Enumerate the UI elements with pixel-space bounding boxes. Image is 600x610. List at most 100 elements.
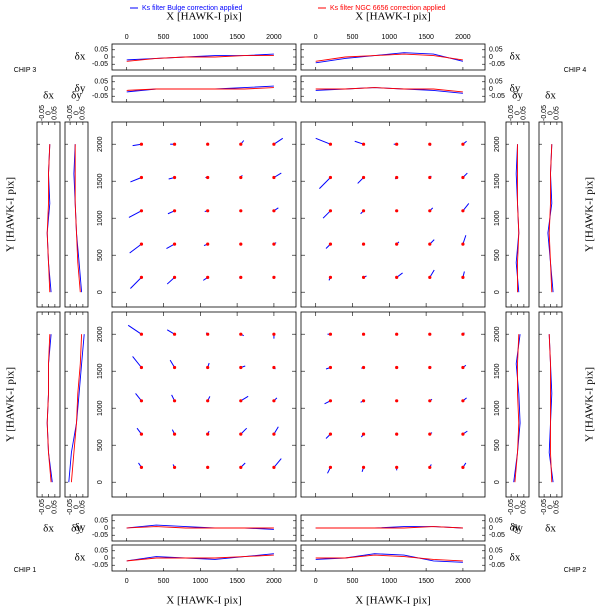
vector-origin — [239, 332, 243, 336]
vector-origin — [172, 432, 177, 436]
residual-tick-label: -0.05 — [489, 562, 505, 569]
x-tick-label: 500 — [158, 578, 170, 585]
vector-origin — [328, 332, 333, 336]
residual-tick-label: -0.05 — [92, 532, 108, 539]
vector-origin — [461, 332, 465, 336]
residual-tick-label: 0 — [489, 555, 493, 562]
x-tick-label: 1500 — [418, 578, 434, 585]
profile-line — [126, 87, 274, 91]
vector-origin — [172, 209, 177, 213]
vector-origin — [328, 465, 333, 469]
vector-origin — [272, 275, 276, 279]
profile-line — [70, 334, 83, 483]
y-axis-label: Y [HAWK-I pix] — [584, 367, 596, 442]
vector-origin — [428, 175, 432, 180]
vector-origin — [206, 465, 210, 469]
vector-origin — [328, 242, 333, 246]
x-tick-label: 0 — [125, 34, 129, 41]
vector-origin — [328, 175, 333, 180]
vector-origin — [139, 175, 144, 180]
vector — [129, 243, 142, 254]
y-tick-label: 0 — [97, 290, 104, 294]
residual-tick-label: 0 — [45, 505, 52, 509]
x-tick-label: 500 — [158, 34, 170, 41]
vector — [319, 177, 331, 189]
profile-line — [548, 144, 553, 293]
vector-origin — [172, 175, 177, 180]
residual-tick-label: 0 — [514, 505, 521, 509]
vector-origin — [395, 175, 399, 180]
vector-origin — [428, 275, 432, 279]
vector-origin — [239, 365, 243, 370]
vector — [166, 277, 175, 285]
residual-label: δy — [71, 90, 82, 102]
vector-origin — [328, 365, 333, 370]
residual-frame — [64, 311, 89, 498]
vector-origin — [139, 242, 144, 246]
vector-origin — [239, 432, 243, 436]
vector — [322, 210, 331, 219]
vector-origin — [461, 432, 465, 436]
residual-tick-label: 0 — [73, 111, 80, 115]
x-tick-label: 2000 — [266, 578, 282, 585]
residual-tick-label: 0.05 — [80, 500, 87, 514]
vector-origin — [239, 275, 243, 279]
vector-origin — [139, 465, 144, 469]
y-tick-label: 0 — [97, 480, 104, 484]
vector-origin — [239, 242, 243, 246]
residual-label: δx — [510, 51, 521, 63]
residual-tick-label: 0.05 — [521, 106, 528, 120]
profile-line — [315, 53, 463, 62]
residual-tick-label: -0.05 — [541, 105, 548, 121]
y-tick-label: 2000 — [494, 136, 501, 152]
residual-tick-label: 0.05 — [489, 518, 503, 525]
residual-tick-label: 0.05 — [94, 79, 108, 86]
vector-origin — [361, 142, 366, 146]
residual-tick-label: 0.05 — [554, 106, 561, 120]
vector-origin — [239, 175, 243, 180]
vector-origin — [428, 432, 432, 436]
x-tick-label: 0 — [125, 578, 129, 585]
residual-label: δy — [75, 522, 86, 534]
vector-origin — [172, 365, 177, 370]
y-tick-label: 500 — [494, 249, 501, 261]
y-tick-label: 500 — [97, 439, 104, 451]
vector-origin — [272, 365, 276, 370]
chip-label: CHIP 2 — [564, 567, 587, 574]
vector-origin — [361, 365, 366, 370]
panel-frame — [300, 121, 486, 308]
profile-line — [126, 55, 274, 62]
vector-origin — [395, 465, 399, 469]
profile-line — [68, 334, 85, 483]
residual-label: δy — [75, 83, 86, 95]
residual-label: δx — [43, 90, 54, 102]
vector-origin — [395, 399, 399, 403]
residual-tick-label: -0.05 — [92, 61, 108, 68]
x-tick-label: 2000 — [455, 578, 471, 585]
residual-label: δx — [43, 523, 54, 535]
y-tick-label: 1500 — [97, 363, 104, 379]
vector-origin — [172, 275, 177, 279]
residual-tick-label: 0 — [104, 525, 108, 532]
vector-origin — [272, 332, 276, 336]
vector-origin — [461, 209, 465, 213]
residual-label: δx — [75, 552, 86, 564]
vector-origin — [172, 142, 177, 146]
residual-tick-label: -0.05 — [489, 532, 505, 539]
residual-tick-label: 0.05 — [521, 500, 528, 514]
vector-origin — [272, 142, 276, 146]
vector-origin — [361, 332, 366, 336]
residual-tick-label: 0 — [514, 111, 521, 115]
x-tick-label: 1000 — [382, 34, 398, 41]
profile-line — [46, 144, 51, 293]
x-axis-label: X [HAWK-I pix] — [355, 11, 431, 23]
x-tick-label: 500 — [347, 578, 359, 585]
vector-origin — [428, 332, 432, 336]
residual-label: δx — [75, 51, 86, 63]
vector-origin — [172, 399, 177, 403]
residual-tick-label: -0.05 — [67, 499, 74, 515]
residual-tick-label: 0.05 — [94, 518, 108, 525]
y-tick-label: 2000 — [97, 136, 104, 152]
vector — [273, 458, 282, 468]
vector-origin — [461, 399, 465, 403]
